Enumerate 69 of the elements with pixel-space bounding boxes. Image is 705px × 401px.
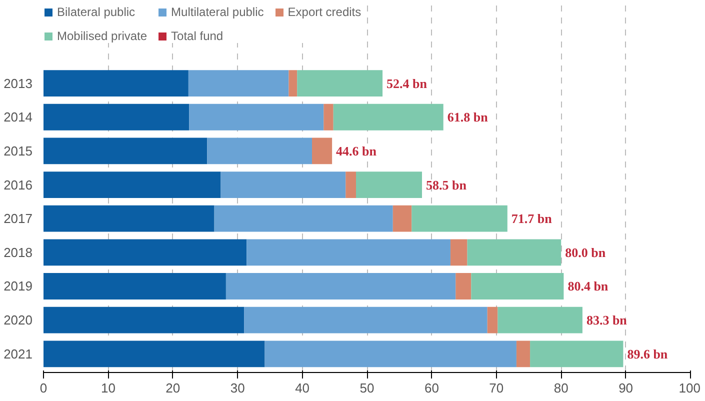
total-label: 80.0 bn xyxy=(565,244,606,260)
y-tick-label: 2019 xyxy=(4,278,32,294)
bar xyxy=(487,306,498,334)
bar xyxy=(188,70,289,96)
x-tick-label: 50 xyxy=(360,380,374,396)
total-label: 58.5 bn xyxy=(426,177,468,192)
legend-label: Mobilised private xyxy=(57,29,148,43)
bar xyxy=(516,340,530,368)
bar xyxy=(297,70,383,96)
y-tick-label: 2021 xyxy=(4,346,32,362)
x-tick-label: 60 xyxy=(424,380,439,396)
x-tick-label: 30 xyxy=(230,380,245,396)
bar xyxy=(226,273,456,300)
y-tick-label: 2014 xyxy=(4,110,32,125)
bar xyxy=(44,205,214,232)
total-label: 89.6 bn xyxy=(627,346,668,362)
x-tick-label: 10 xyxy=(100,380,116,396)
x-tick-label: 90 xyxy=(618,380,634,396)
bar xyxy=(356,172,422,198)
bar xyxy=(220,172,346,198)
y-tick-label: 2018 xyxy=(4,244,32,260)
bar xyxy=(456,273,472,300)
bar xyxy=(467,239,562,266)
bar xyxy=(498,306,582,334)
total-label: 80.4 bn xyxy=(568,278,609,294)
bar xyxy=(246,239,450,266)
total-label: 61.8 bn xyxy=(447,110,489,125)
bar xyxy=(333,104,444,130)
y-tick-label: 2015 xyxy=(4,143,32,158)
legend-label: Bilateral public xyxy=(57,5,136,19)
bar xyxy=(244,306,488,334)
bar xyxy=(288,70,298,96)
bar xyxy=(450,239,468,266)
bar xyxy=(264,340,516,368)
bar xyxy=(207,138,312,164)
bar xyxy=(324,104,334,130)
bar xyxy=(44,273,226,300)
x-tick-label: 80 xyxy=(554,380,568,396)
bar xyxy=(214,205,393,232)
y-tick-label: 2016 xyxy=(4,177,32,192)
bar xyxy=(44,239,247,266)
bar xyxy=(346,172,356,198)
y-tick-label: 2017 xyxy=(4,211,32,226)
bar xyxy=(392,205,412,232)
bar xyxy=(44,172,221,198)
bar xyxy=(412,205,508,232)
legend-label: Multilateral public xyxy=(171,5,264,19)
bar xyxy=(312,138,332,164)
x-tick-label: 100 xyxy=(678,380,701,396)
y-tick-label: 2013 xyxy=(4,76,32,91)
total-label: 71.7 bn xyxy=(511,211,553,226)
legend-label: Export credits xyxy=(288,5,362,19)
bar xyxy=(530,340,624,368)
total-label: 52.4 bn xyxy=(386,76,428,91)
legend-label: Total fund xyxy=(171,29,224,43)
bar xyxy=(44,306,244,334)
bar xyxy=(471,273,564,300)
x-tick-label: 20 xyxy=(166,380,180,396)
x-tick-label: 40 xyxy=(295,380,310,396)
x-tick-label: 0 xyxy=(40,380,48,396)
total-label: 83.3 bn xyxy=(586,312,628,328)
bar xyxy=(189,104,324,130)
bar xyxy=(44,138,208,164)
y-tick-label: 2020 xyxy=(4,312,32,328)
x-tick-label: 70 xyxy=(489,380,504,396)
bar xyxy=(44,70,188,96)
bar xyxy=(44,340,265,368)
total-label: 44.6 bn xyxy=(336,143,378,158)
bar xyxy=(44,104,190,130)
